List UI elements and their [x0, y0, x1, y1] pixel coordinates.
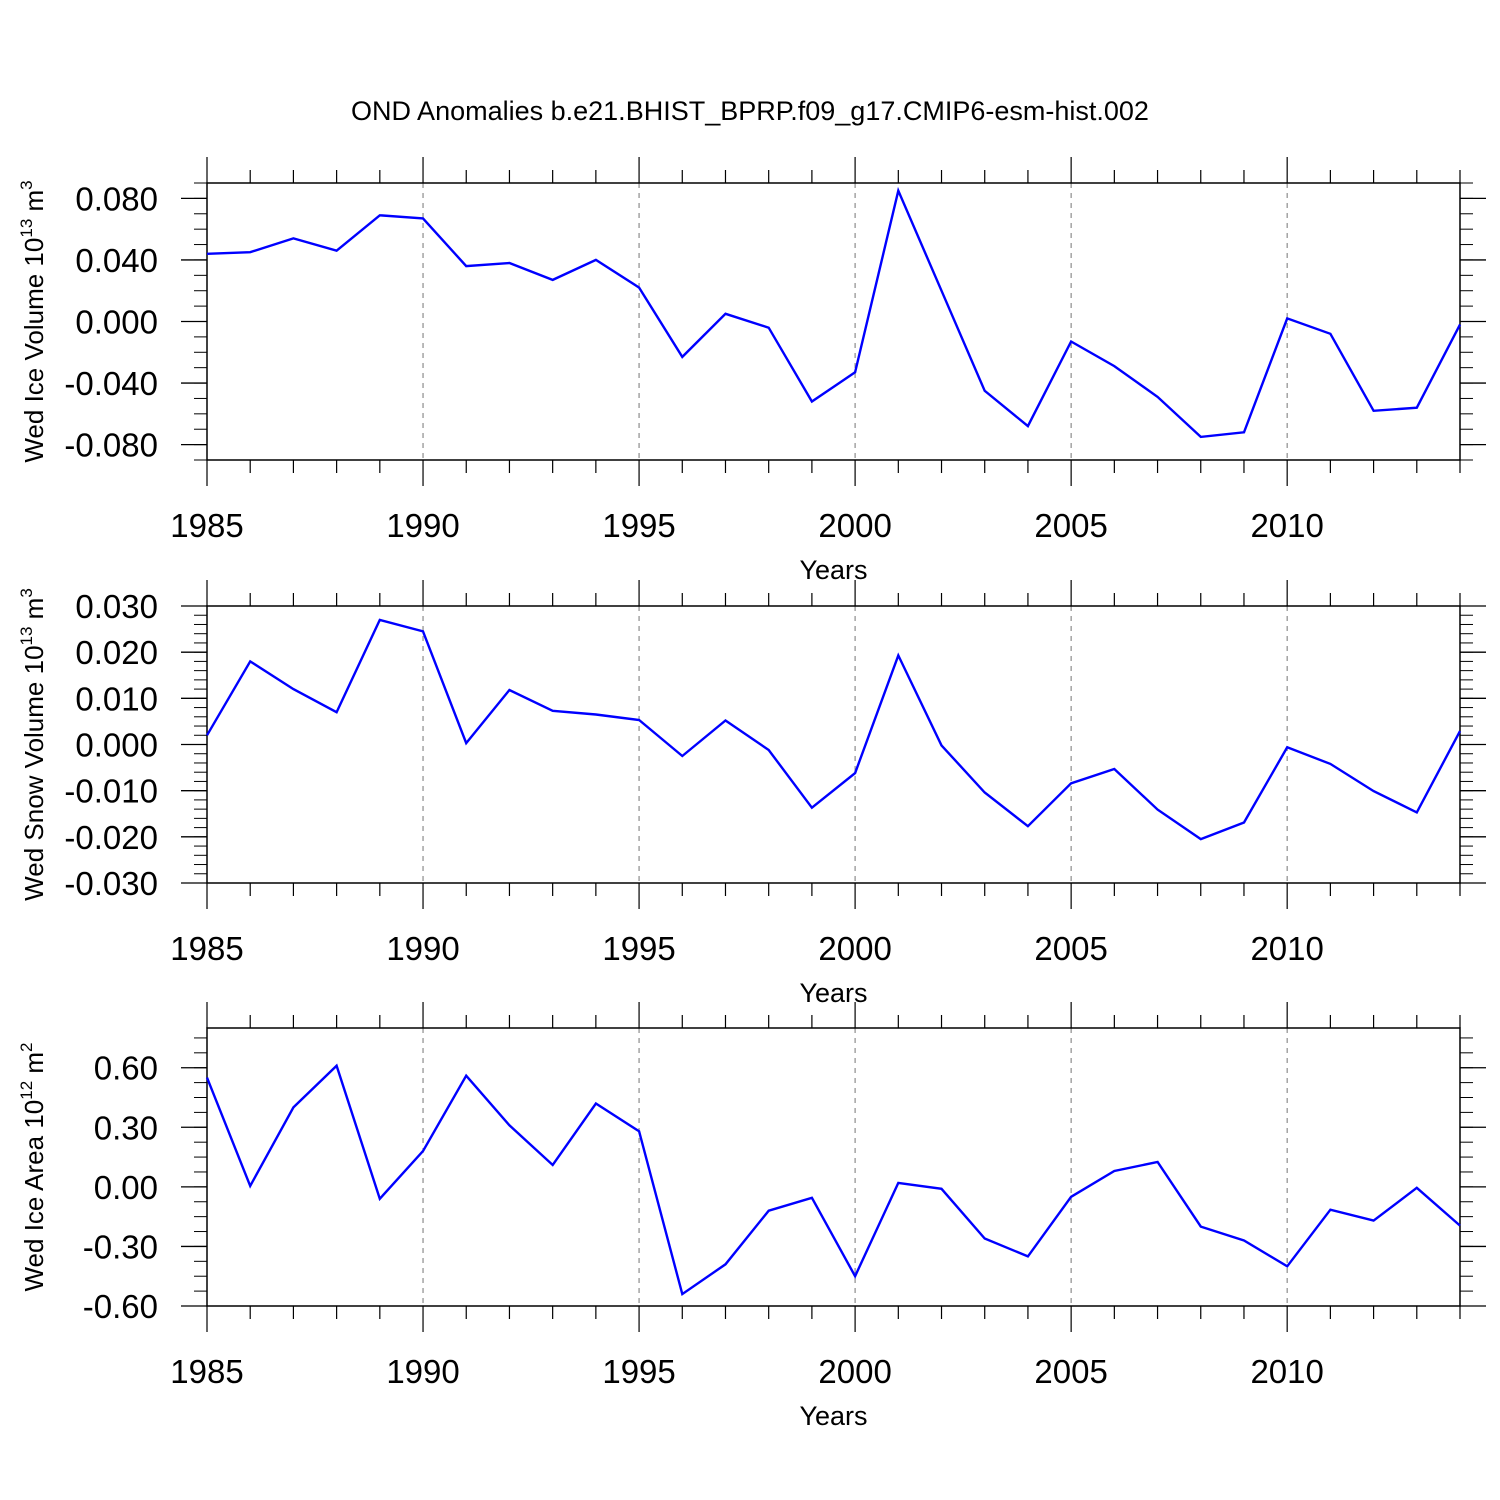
y-tick-label: 0.010 — [75, 680, 158, 717]
y-axis-label-unit: m — [19, 190, 49, 219]
y-tick-label: -0.030 — [64, 865, 158, 902]
y-tick-label: 0.000 — [75, 304, 158, 341]
y-tick-label: 0.000 — [75, 727, 158, 764]
x-tick-label: 1990 — [386, 930, 459, 967]
x-tick-label: 1995 — [602, 1353, 675, 1390]
x-axis-label: Years — [799, 1401, 867, 1431]
y-axis-label-base: Wed Ice Area 10 — [19, 1100, 49, 1292]
y-axis-label-unit: m — [19, 598, 49, 627]
y-axis-label-unit-exponent: 2 — [17, 1042, 36, 1051]
series-line — [206, 186, 1462, 439]
x-tick-label: 1990 — [386, 507, 459, 544]
series-line — [205, 618, 1462, 841]
y-tick-label: 0.30 — [94, 1109, 158, 1146]
y-tick-label: 0.020 — [75, 634, 158, 671]
y-axis-label-unit-exponent: 3 — [17, 588, 36, 597]
y-tick-label: 0.040 — [75, 242, 158, 279]
x-axis-label: Years — [799, 978, 867, 1008]
x-tick-label: 2005 — [1034, 1353, 1107, 1390]
y-tick-label: 0.030 — [75, 588, 158, 625]
y-axis-label-unit: m — [19, 1052, 49, 1081]
plot-frame — [206, 1027, 1461, 1307]
x-tick-label: 2000 — [818, 930, 891, 967]
y-axis-label-unit-exponent: 3 — [17, 180, 36, 189]
series-line — [205, 1063, 1461, 1297]
plot-frame — [206, 182, 1461, 461]
x-tick-label: 2010 — [1250, 1353, 1323, 1390]
x-tick-label: 2000 — [818, 1353, 891, 1390]
x-tick-label: 2000 — [818, 507, 891, 544]
x-tick-label: 1990 — [386, 1353, 459, 1390]
y-tick-label: -0.020 — [64, 819, 158, 856]
y-tick-label: -0.30 — [83, 1228, 158, 1265]
y-axis-label: Wed Snow Volume 1013 m3 — [17, 588, 49, 901]
y-axis-label-exponent: 12 — [17, 1081, 36, 1100]
y-axis-label: Wed Ice Volume 1013 m3 — [17, 180, 49, 462]
y-tick-label: 0.60 — [94, 1050, 158, 1087]
panel-ice-volume: 1985 1990 1995 2000 2005 2010 Years 0.080 0.040 0… — [17, 157, 1486, 585]
panel-ice-area: 1985 1990 1995 2000 2005 2010 Years 0.60 0.30 0.0… — [17, 1002, 1486, 1431]
chart-title: OND Anomalies b.e21.BHIST_BPRP.f09_g17.C… — [351, 96, 1149, 126]
y-tick-label: -0.040 — [64, 365, 158, 402]
x-tick-label: 1995 — [602, 930, 675, 967]
x-tick-label: 2005 — [1034, 507, 1107, 544]
x-tick-label: 1985 — [170, 507, 243, 544]
x-tick-label: 2005 — [1034, 930, 1107, 967]
y-axis-label: Wed Ice Area 1012 m2 — [17, 1042, 49, 1291]
y-axis-label-base: Wed Snow Volume 10 — [19, 645, 49, 900]
x-tick-label: 2010 — [1250, 507, 1323, 544]
y-tick-label: -0.010 — [64, 773, 158, 810]
x-tick-label: 1985 — [170, 930, 243, 967]
panel-snow-volume: 1985 1990 1995 2000 2005 2010 Years 0.030 0.020 0… — [17, 580, 1486, 1008]
x-axis-label: Years — [799, 555, 867, 585]
plot-frame — [206, 605, 1461, 884]
x-tick-label: 2010 — [1250, 930, 1323, 967]
y-axis-label-exponent: 13 — [17, 627, 36, 646]
x-tick-label: 1985 — [170, 1353, 243, 1390]
y-tick-label: 0.080 — [75, 180, 158, 217]
y-tick-label: -0.60 — [83, 1288, 158, 1325]
y-tick-label: -0.080 — [64, 427, 158, 464]
y-axis-label-base: Wed Ice Volume 10 — [19, 238, 49, 463]
y-axis-label-exponent: 13 — [17, 219, 36, 238]
x-tick-label: 1995 — [602, 507, 675, 544]
y-tick-label: 0.00 — [94, 1169, 158, 1206]
